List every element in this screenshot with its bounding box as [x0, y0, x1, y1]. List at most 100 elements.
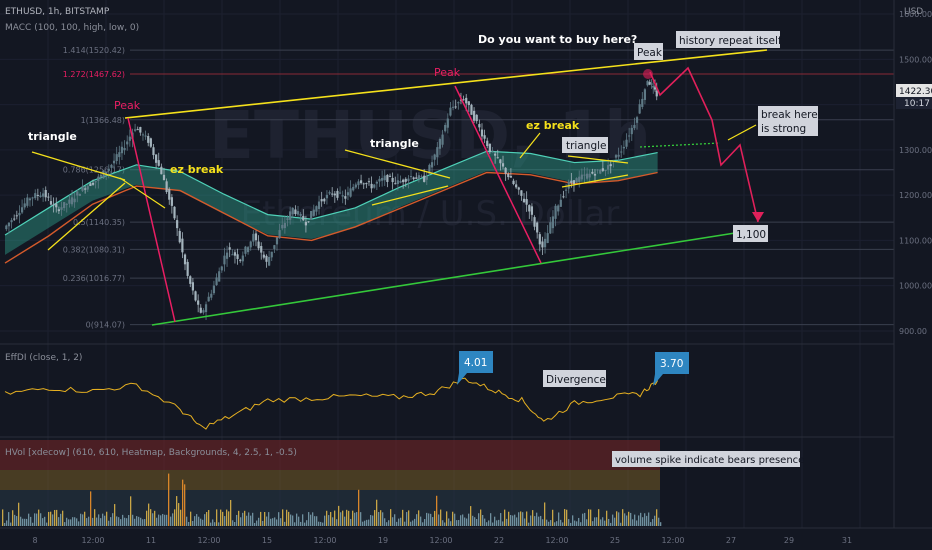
divergence-label: Divergence! — [546, 374, 610, 386]
candle-body — [488, 143, 491, 153]
candle-body — [228, 247, 231, 250]
volume-bar — [282, 509, 284, 526]
drop-2 — [454, 85, 542, 264]
volume-bar — [52, 514, 54, 526]
history-box — [676, 31, 780, 48]
candle-body — [102, 170, 105, 179]
volume-bar — [44, 516, 46, 526]
volume-bar — [566, 509, 568, 526]
candle-body — [359, 180, 363, 184]
candle-body — [157, 160, 160, 166]
time-axis-tick: 12:00 — [429, 536, 452, 545]
volume-bar — [154, 510, 156, 526]
vol-indicator-label[interactable]: HVol [xdecow] (610, 610, Heatmap, Backgr… — [5, 448, 297, 458]
candle-body — [275, 237, 279, 245]
candle-body — [562, 196, 565, 198]
indicator-line[interactable]: MACC (100, 100, high, low, 0) — [5, 23, 139, 33]
candle-body — [120, 146, 124, 154]
volume-bar — [630, 512, 632, 526]
upper-trendline — [124, 49, 768, 119]
volume-bar — [204, 514, 206, 526]
volume-bar — [106, 511, 108, 526]
volume-bar — [74, 517, 76, 526]
volume-bar — [156, 517, 158, 526]
eff-indicator-label[interactable]: EffDI (close, 1, 2) — [5, 353, 82, 363]
volume-bar — [554, 522, 556, 526]
eff-callout-2 — [653, 352, 689, 386]
candle-body — [394, 183, 397, 185]
volume-bar — [514, 514, 516, 526]
candle-body — [252, 233, 255, 242]
candle-body — [499, 159, 502, 164]
volume-bar — [656, 509, 658, 526]
volume-bar — [326, 510, 328, 526]
price-axis-tick: 900.00 — [899, 327, 927, 336]
volume-bar — [434, 510, 436, 526]
lower-trendline — [151, 232, 736, 326]
volume-bar — [160, 515, 162, 526]
candle-body — [307, 221, 310, 223]
volume-bar — [650, 522, 652, 526]
volume-bar — [560, 519, 562, 526]
volume-bar — [402, 509, 404, 526]
time-axis-tick: 12:00 — [313, 536, 336, 545]
volume-bar — [546, 519, 548, 526]
volume-bar — [186, 516, 188, 526]
volume-bar — [448, 518, 450, 526]
candle-body — [112, 160, 116, 164]
volume-bar — [658, 517, 660, 526]
last-price-tag — [896, 84, 932, 97]
candle-body — [625, 139, 628, 147]
peak-label-2: Peak — [434, 66, 461, 79]
candle-body — [515, 184, 518, 188]
candle-body — [564, 189, 568, 191]
eff-callout-1 — [457, 351, 493, 385]
volume-note-label: volume spike indicate bears presence — [615, 455, 804, 466]
volume-bar — [614, 517, 616, 526]
candle-body — [441, 134, 444, 145]
candle-body — [23, 203, 26, 208]
countdown: 10:17 — [904, 99, 930, 109]
candle-body — [423, 175, 426, 182]
candle-body — [580, 174, 583, 180]
candle-body — [433, 154, 436, 160]
volume-bar — [310, 514, 312, 526]
volume-bar — [396, 521, 398, 526]
candle-body — [281, 224, 284, 229]
volume-bar — [366, 519, 368, 526]
volume-bar — [2, 509, 4, 526]
volume-bar — [58, 517, 60, 526]
volume-bar — [506, 518, 508, 526]
candle-body — [630, 127, 633, 135]
volume-bar — [284, 521, 286, 526]
time-axis-ticks: 8 12:00 11 12:00 15 12:00 19 12:00 22 12:00 25 12:0… — [32, 536, 852, 545]
volume-bar — [338, 505, 340, 526]
volume-bar — [216, 509, 218, 526]
volume-bar — [484, 518, 486, 526]
candle-body — [354, 184, 357, 188]
candle-body — [233, 252, 237, 256]
trendlines[interactable] — [31, 49, 768, 326]
volume-bar — [132, 514, 134, 526]
volume-bar — [610, 522, 612, 526]
candle-body — [215, 277, 218, 286]
candle-body — [299, 214, 302, 216]
candle-body — [13, 218, 16, 220]
time-axis[interactable] — [0, 528, 932, 550]
candle-body — [362, 183, 365, 185]
volume-bar — [280, 518, 282, 526]
candle-body — [31, 197, 34, 199]
volume-bar — [380, 510, 382, 526]
volume-bar — [642, 517, 644, 526]
symbol-line[interactable]: ETHUSD, 1h, BITSTAMP — [5, 7, 110, 17]
candle-body — [596, 169, 599, 171]
candle-body — [575, 178, 578, 183]
candle-body — [152, 147, 155, 156]
candle-body — [465, 97, 468, 104]
volume-bar — [606, 510, 608, 526]
candle-body — [572, 180, 576, 185]
price-axis[interactable] — [894, 0, 932, 528]
volume-bar — [122, 514, 124, 526]
volume-bar — [570, 522, 572, 526]
